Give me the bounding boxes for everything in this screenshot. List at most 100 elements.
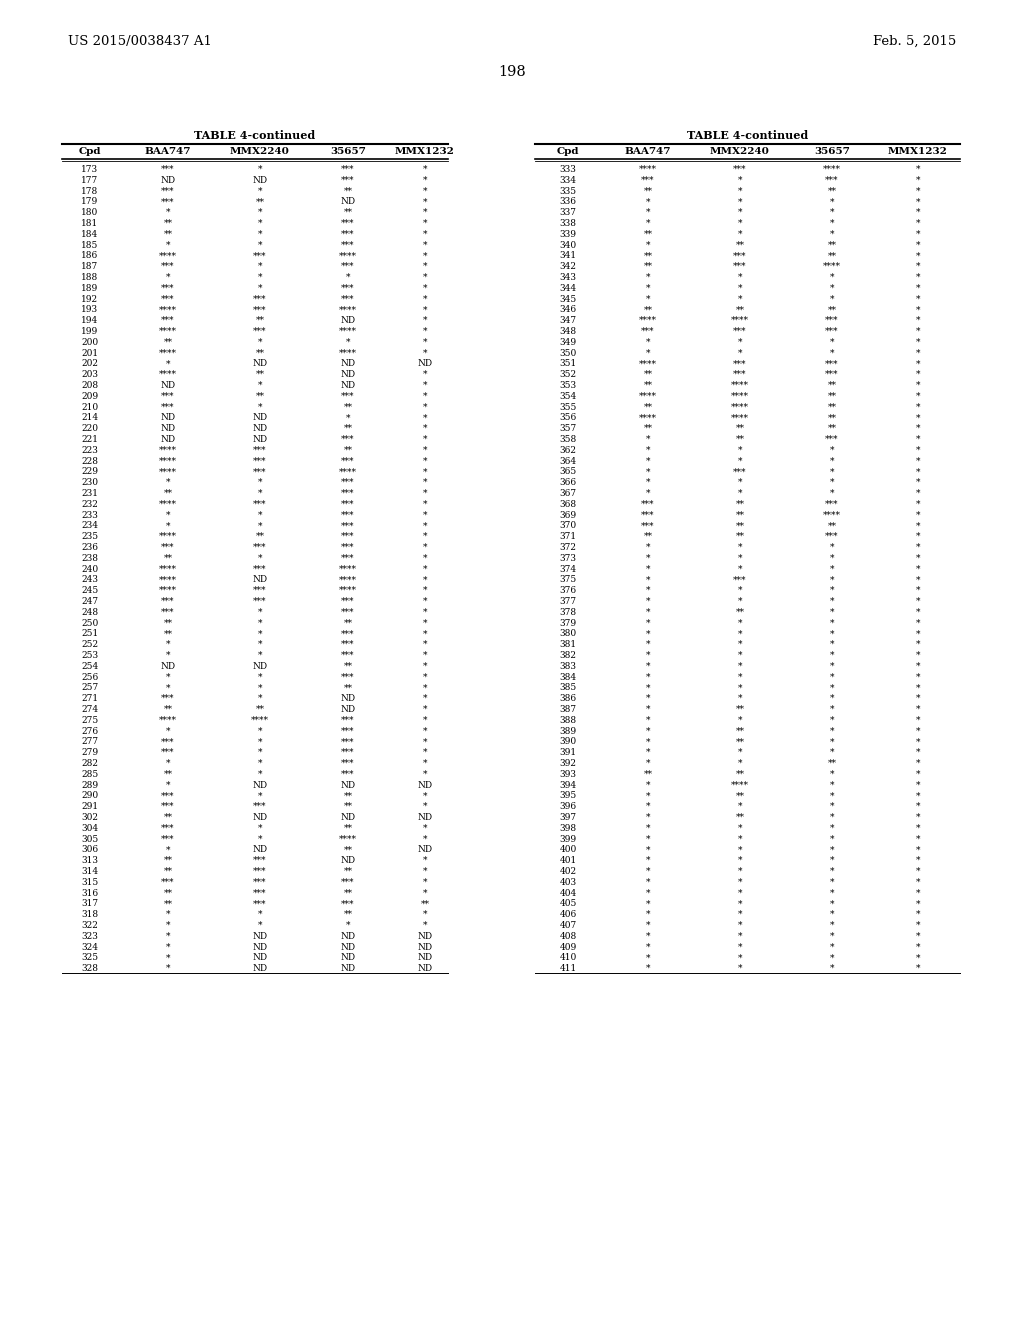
Text: 203: 203 (82, 370, 98, 379)
Text: *: * (915, 240, 921, 249)
Text: *: * (166, 209, 170, 218)
Text: *: * (737, 715, 742, 725)
Text: **: ** (421, 899, 429, 908)
Text: ****: **** (339, 565, 357, 574)
Text: 372: 372 (559, 543, 577, 552)
Text: *: * (423, 478, 427, 487)
Text: 315: 315 (81, 878, 98, 887)
Text: *: * (646, 694, 650, 704)
Text: TABLE 4-continued: TABLE 4-continued (687, 129, 808, 141)
Text: *: * (646, 294, 650, 304)
Text: ND: ND (340, 780, 355, 789)
Text: 386: 386 (559, 694, 577, 704)
Text: *: * (829, 942, 835, 952)
Text: 285: 285 (81, 770, 98, 779)
Text: *: * (258, 834, 262, 843)
Text: **: ** (164, 630, 172, 639)
Text: 401: 401 (559, 857, 577, 865)
Text: *: * (829, 780, 835, 789)
Text: **: ** (256, 348, 264, 358)
Text: 223: 223 (82, 446, 98, 455)
Text: **: ** (827, 251, 837, 260)
Text: ****: **** (159, 586, 177, 595)
Text: ND: ND (253, 780, 267, 789)
Text: *: * (423, 673, 427, 681)
Text: *: * (915, 457, 921, 466)
Text: ***: *** (641, 500, 654, 508)
Text: *: * (737, 209, 742, 218)
Text: *: * (829, 911, 835, 919)
Text: *: * (258, 619, 262, 627)
Text: Cpd: Cpd (79, 147, 101, 156)
Text: **: ** (735, 240, 744, 249)
Text: ****: **** (159, 305, 177, 314)
Text: *: * (737, 911, 742, 919)
Text: ***: *** (341, 294, 354, 304)
Text: 314: 314 (82, 867, 98, 876)
Text: *: * (423, 488, 427, 498)
Text: ***: *** (161, 878, 175, 887)
Text: 323: 323 (82, 932, 98, 941)
Text: 192: 192 (82, 294, 98, 304)
Text: ***: *** (161, 792, 175, 800)
Text: ***: *** (161, 834, 175, 843)
Text: *: * (423, 651, 427, 660)
Text: **: ** (343, 684, 352, 693)
Text: *: * (829, 446, 835, 455)
Text: *: * (646, 348, 650, 358)
Text: 325: 325 (82, 953, 98, 962)
Text: **: ** (343, 824, 352, 833)
Text: *: * (915, 845, 921, 854)
Text: ND: ND (340, 705, 355, 714)
Text: 290: 290 (82, 792, 98, 800)
Text: *: * (915, 209, 921, 218)
Text: ND: ND (418, 845, 432, 854)
Text: 383: 383 (559, 661, 577, 671)
Text: 337: 337 (559, 209, 577, 218)
Text: *: * (646, 888, 650, 898)
Text: 253: 253 (82, 651, 98, 660)
Text: *: * (166, 240, 170, 249)
Text: *: * (915, 413, 921, 422)
Text: 305: 305 (81, 834, 98, 843)
Text: 407: 407 (559, 921, 577, 931)
Text: *: * (346, 921, 350, 931)
Text: **: ** (827, 381, 837, 389)
Text: *: * (737, 488, 742, 498)
Text: *: * (829, 457, 835, 466)
Text: *: * (737, 824, 742, 833)
Text: ***: *** (733, 263, 746, 271)
Text: 317: 317 (82, 899, 98, 908)
Text: *: * (423, 263, 427, 271)
Text: ***: *** (733, 251, 746, 260)
Text: ***: *** (161, 803, 175, 812)
Text: *: * (258, 263, 262, 271)
Text: *: * (258, 651, 262, 660)
Text: *: * (915, 878, 921, 887)
Text: *: * (829, 834, 835, 843)
Text: *: * (915, 186, 921, 195)
Text: 210: 210 (82, 403, 98, 412)
Text: *: * (423, 467, 427, 477)
Text: ND: ND (161, 176, 175, 185)
Text: ****: **** (159, 467, 177, 477)
Text: ND: ND (340, 694, 355, 704)
Text: ND: ND (253, 424, 267, 433)
Text: *: * (646, 792, 650, 800)
Text: ***: *** (341, 651, 354, 660)
Text: *: * (737, 294, 742, 304)
Text: *: * (829, 878, 835, 887)
Text: *: * (737, 219, 742, 228)
Text: *: * (646, 607, 650, 616)
Text: 193: 193 (82, 305, 98, 314)
Text: 396: 396 (559, 803, 577, 812)
Text: *: * (915, 392, 921, 401)
Text: *: * (258, 209, 262, 218)
Text: *: * (646, 911, 650, 919)
Text: *: * (166, 845, 170, 854)
Text: *: * (166, 759, 170, 768)
Text: ****: **** (639, 165, 657, 174)
Text: **: ** (643, 186, 652, 195)
Text: *: * (829, 630, 835, 639)
Text: **: ** (256, 392, 264, 401)
